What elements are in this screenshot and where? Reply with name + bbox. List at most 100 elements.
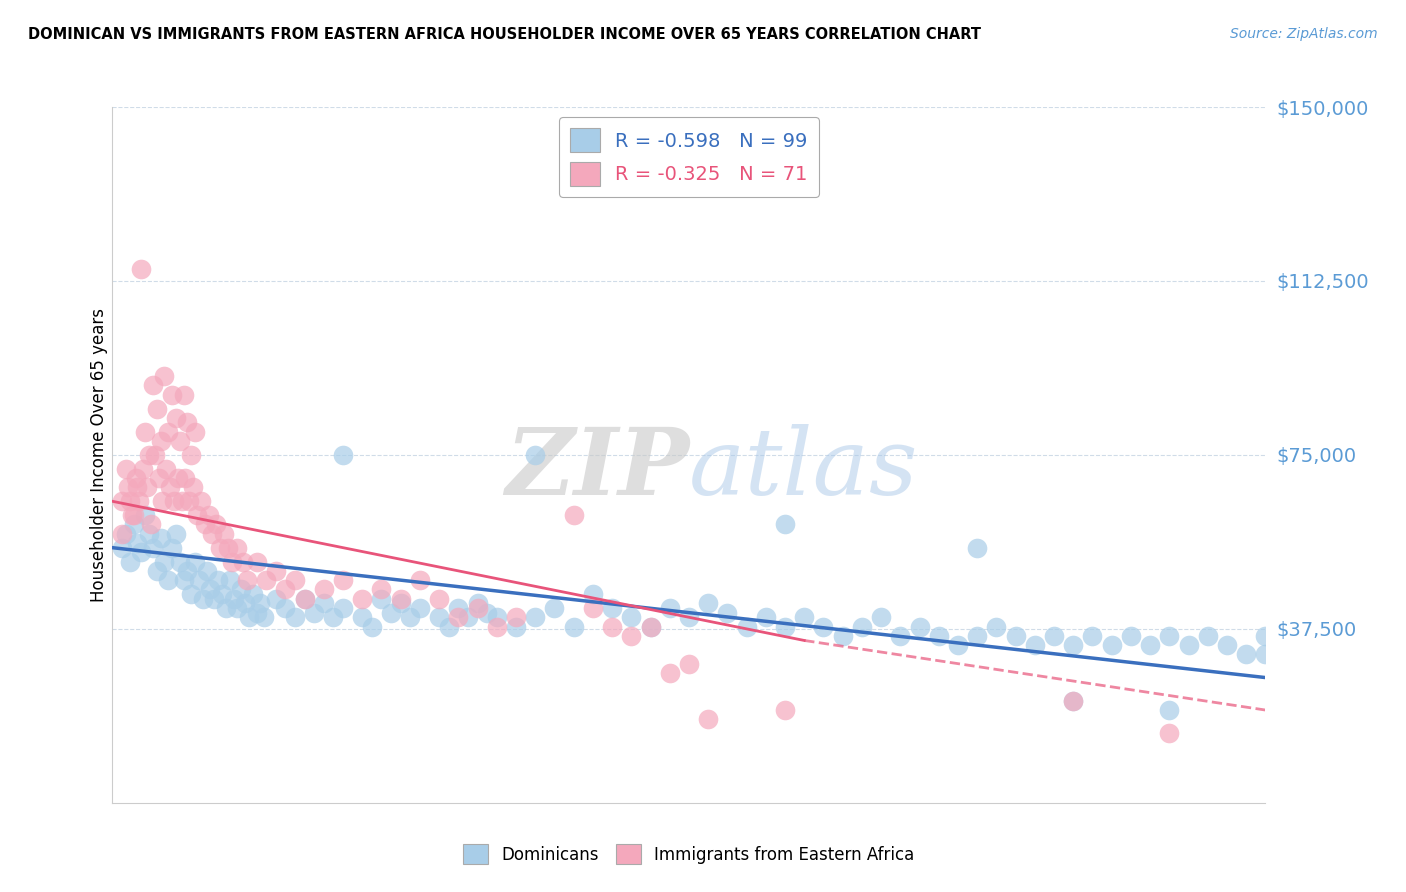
Point — [149, 532, 172, 546]
Y-axis label: Householder Income Over 65 years: Householder Income Over 65 years — [90, 308, 108, 602]
Point — [773, 517, 796, 532]
Point — [253, 610, 276, 624]
Point — [231, 582, 253, 597]
Point — [191, 591, 214, 606]
Point — [562, 508, 585, 523]
Point — [170, 494, 193, 508]
Point — [111, 541, 134, 555]
Point — [186, 508, 208, 523]
Point — [409, 601, 432, 615]
Point — [124, 471, 146, 485]
Point — [264, 564, 287, 578]
Point — [312, 596, 335, 610]
Text: atlas: atlas — [689, 424, 918, 514]
Point — [1081, 629, 1104, 643]
Point — [485, 619, 508, 633]
Point — [242, 587, 264, 601]
Point — [111, 526, 134, 541]
Point — [1062, 694, 1084, 708]
Point — [165, 410, 187, 425]
Point — [180, 587, 202, 601]
Point — [202, 591, 225, 606]
Point — [1004, 629, 1026, 643]
Point — [181, 480, 204, 494]
Point — [138, 526, 160, 541]
Point — [127, 536, 149, 550]
Point — [111, 494, 134, 508]
Point — [1159, 726, 1181, 740]
Point — [447, 610, 470, 624]
Point — [735, 619, 758, 633]
Point — [121, 508, 143, 523]
Point — [153, 369, 176, 384]
Point — [134, 425, 156, 439]
Point — [221, 555, 243, 569]
Point — [209, 541, 232, 555]
Point — [139, 517, 162, 532]
Point — [117, 480, 139, 494]
Point — [457, 610, 479, 624]
Point — [136, 480, 159, 494]
Point — [582, 587, 605, 601]
Point — [658, 601, 681, 615]
Point — [197, 508, 219, 523]
Point — [157, 573, 180, 587]
Point — [157, 425, 180, 439]
Point — [399, 610, 422, 624]
Point — [851, 619, 873, 633]
Point — [1254, 648, 1277, 662]
Point — [370, 582, 392, 597]
Point — [360, 619, 382, 633]
Point — [148, 471, 170, 485]
Point — [1177, 638, 1199, 652]
Point — [928, 629, 950, 643]
Point — [1234, 648, 1257, 662]
Point — [232, 555, 254, 569]
Point — [218, 573, 240, 587]
Point — [1024, 638, 1046, 652]
Point — [169, 434, 191, 448]
Point — [149, 434, 172, 448]
Point — [236, 573, 259, 587]
Point — [889, 629, 911, 643]
Point — [127, 480, 149, 494]
Text: Source: ZipAtlas.com: Source: ZipAtlas.com — [1230, 27, 1378, 41]
Point — [1254, 629, 1277, 643]
Point — [169, 555, 191, 569]
Point — [264, 591, 287, 606]
Point — [813, 619, 835, 633]
Point — [174, 471, 197, 485]
Point — [966, 629, 988, 643]
Point — [184, 425, 207, 439]
Point — [145, 564, 167, 578]
Point — [254, 573, 277, 587]
Point — [389, 596, 412, 610]
Point — [773, 619, 796, 633]
Point — [222, 591, 245, 606]
Point — [697, 712, 720, 726]
Point — [128, 494, 150, 508]
Point — [485, 610, 508, 624]
Point — [245, 606, 267, 620]
Point — [389, 591, 412, 606]
Point — [562, 619, 585, 633]
Point — [211, 587, 233, 601]
Point — [620, 629, 643, 643]
Point — [322, 610, 344, 624]
Point — [716, 606, 738, 620]
Point — [122, 517, 145, 532]
Point — [1139, 638, 1161, 652]
Point — [143, 448, 166, 462]
Point — [831, 629, 853, 643]
Point — [115, 462, 138, 476]
Point — [304, 606, 326, 620]
Point — [505, 610, 527, 624]
Point — [294, 591, 316, 606]
Point — [505, 619, 527, 633]
Point — [153, 555, 176, 569]
Point — [160, 541, 183, 555]
Point — [215, 601, 238, 615]
Point — [1119, 629, 1142, 643]
Point — [245, 555, 267, 569]
Point — [152, 494, 174, 508]
